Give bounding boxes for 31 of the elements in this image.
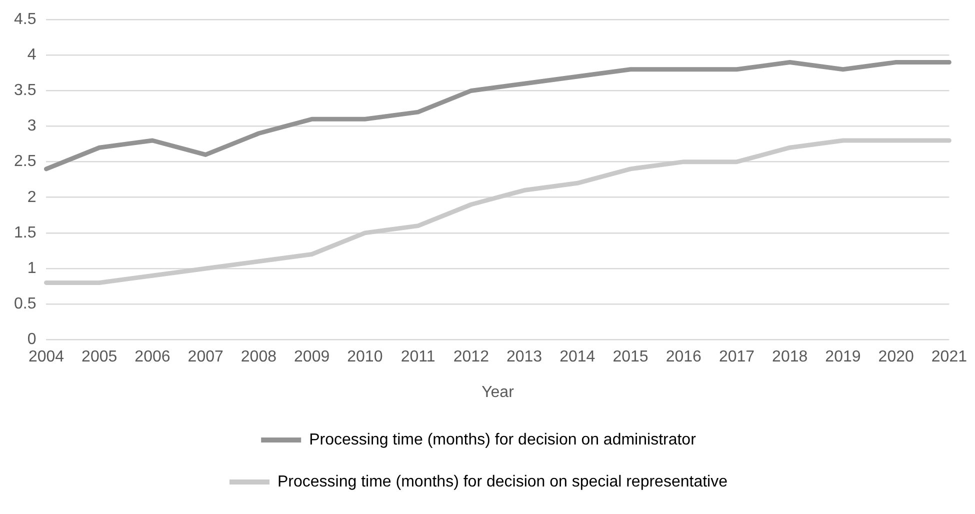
x-tick-label: 2019 xyxy=(825,348,861,366)
x-tick-label: 2010 xyxy=(347,348,383,366)
x-tick-label: 2008 xyxy=(240,348,277,366)
x-tick-label: 2009 xyxy=(294,348,330,366)
y-tick-label: 4.5 xyxy=(14,11,36,28)
x-tick-label: 2011 xyxy=(400,348,436,366)
legend-label: Processing time (months) for decision on special representative xyxy=(278,473,728,490)
y-tick-label: 4 xyxy=(27,46,36,64)
legend-label: Processing time (months) for decision on administrator xyxy=(309,431,697,448)
y-tick-label: 2 xyxy=(27,188,36,206)
y-tick-label: 3.5 xyxy=(14,82,36,100)
x-tick-label: 2007 xyxy=(188,348,224,366)
y-tick-label: 0 xyxy=(27,331,36,348)
x-tick-label: 2018 xyxy=(772,348,808,366)
x-tick-label: 2012 xyxy=(453,348,490,366)
x-tick-label: 2013 xyxy=(506,348,542,366)
y-tick-label: 1 xyxy=(27,260,36,277)
y-tick-label: 2.5 xyxy=(14,153,36,170)
x-tick-label: 2017 xyxy=(718,348,755,366)
x-tick-label: 2006 xyxy=(134,348,170,366)
x-tick-label: 2004 xyxy=(28,348,64,366)
y-tick-label: 1.5 xyxy=(14,224,36,242)
y-tick-label: 3 xyxy=(27,118,36,135)
x-tick-label: 2021 xyxy=(931,348,968,366)
y-tick-label: 0.5 xyxy=(14,295,36,312)
x-tick-label: 2016 xyxy=(666,348,702,366)
x-tick-label: 2015 xyxy=(612,348,648,366)
x-axis-title: Year xyxy=(482,384,515,401)
x-tick-label: 2020 xyxy=(878,348,914,366)
x-tick-label: 2014 xyxy=(560,348,596,366)
x-tick-label: 2005 xyxy=(82,348,118,366)
